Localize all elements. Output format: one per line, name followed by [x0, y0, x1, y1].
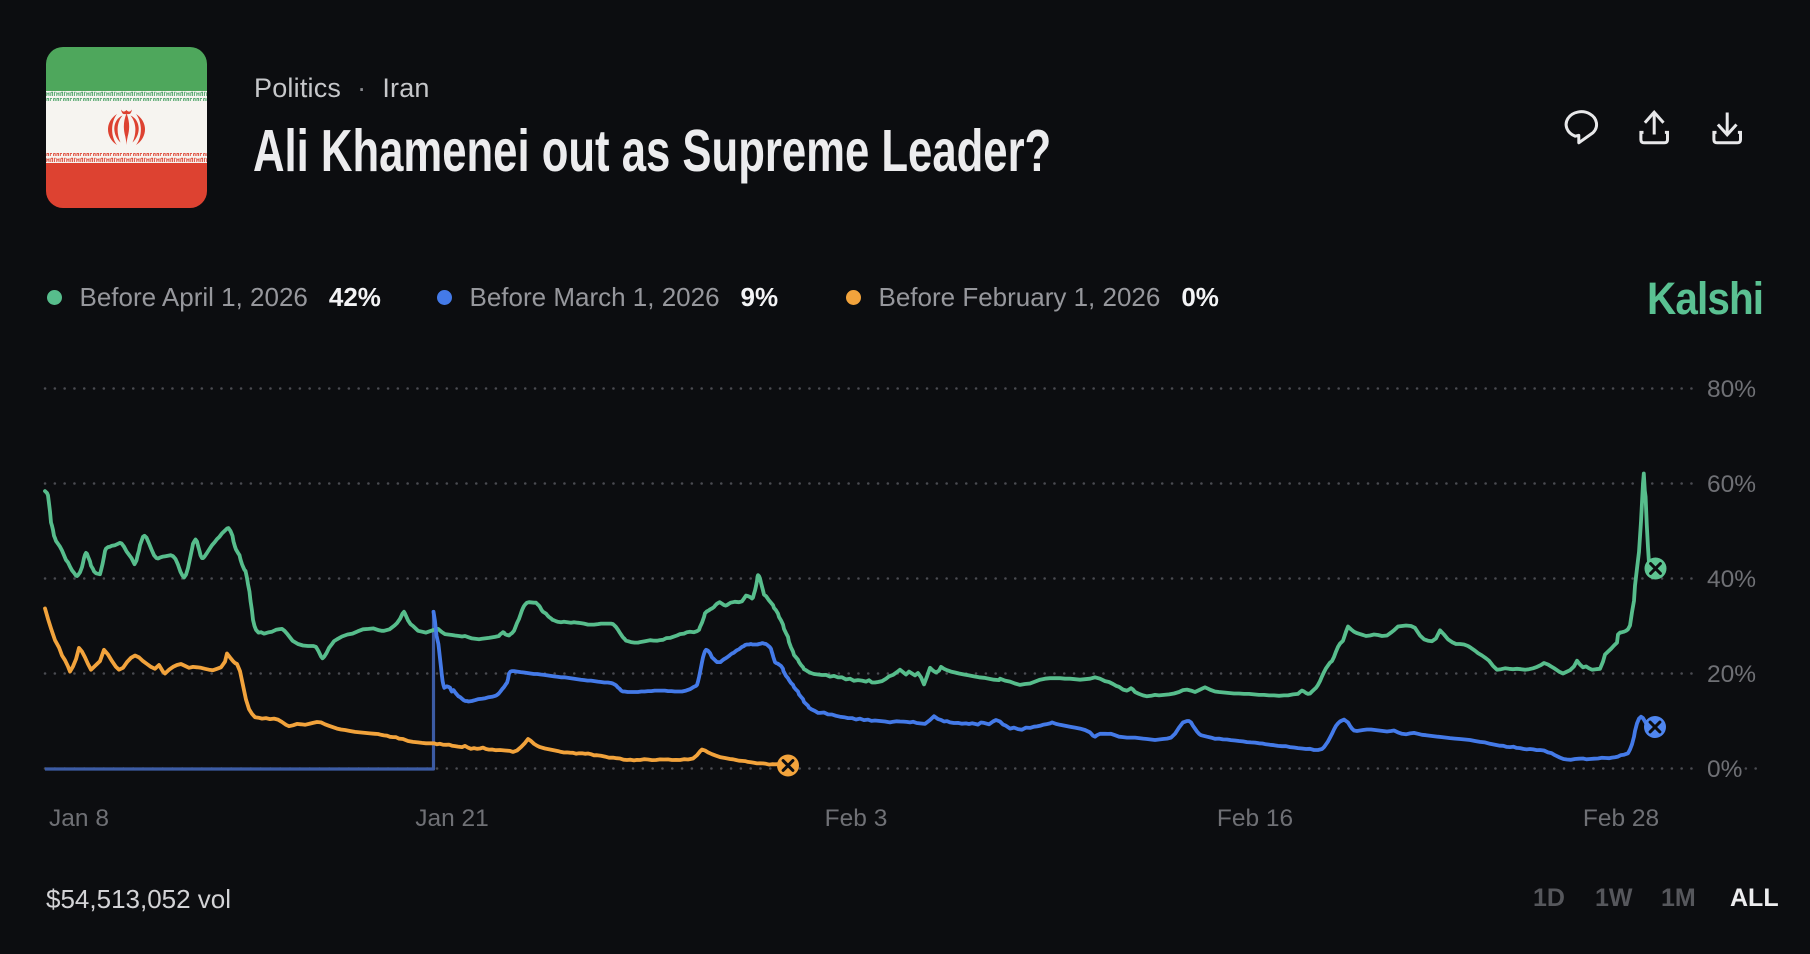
- svg-text:0%: 0%: [1707, 756, 1742, 783]
- svg-text:60%: 60%: [1707, 471, 1756, 498]
- svg-text:Jan 21: Jan 21: [415, 805, 489, 832]
- svg-text:Jan 8: Jan 8: [49, 805, 109, 832]
- svg-text:Feb 16: Feb 16: [1217, 805, 1293, 832]
- svg-text:20%: 20%: [1707, 661, 1756, 688]
- svg-text:80%: 80%: [1707, 376, 1756, 403]
- svg-text:Feb 3: Feb 3: [825, 805, 888, 832]
- svg-text:Feb 28: Feb 28: [1583, 805, 1659, 832]
- svg-text:40%: 40%: [1707, 566, 1756, 593]
